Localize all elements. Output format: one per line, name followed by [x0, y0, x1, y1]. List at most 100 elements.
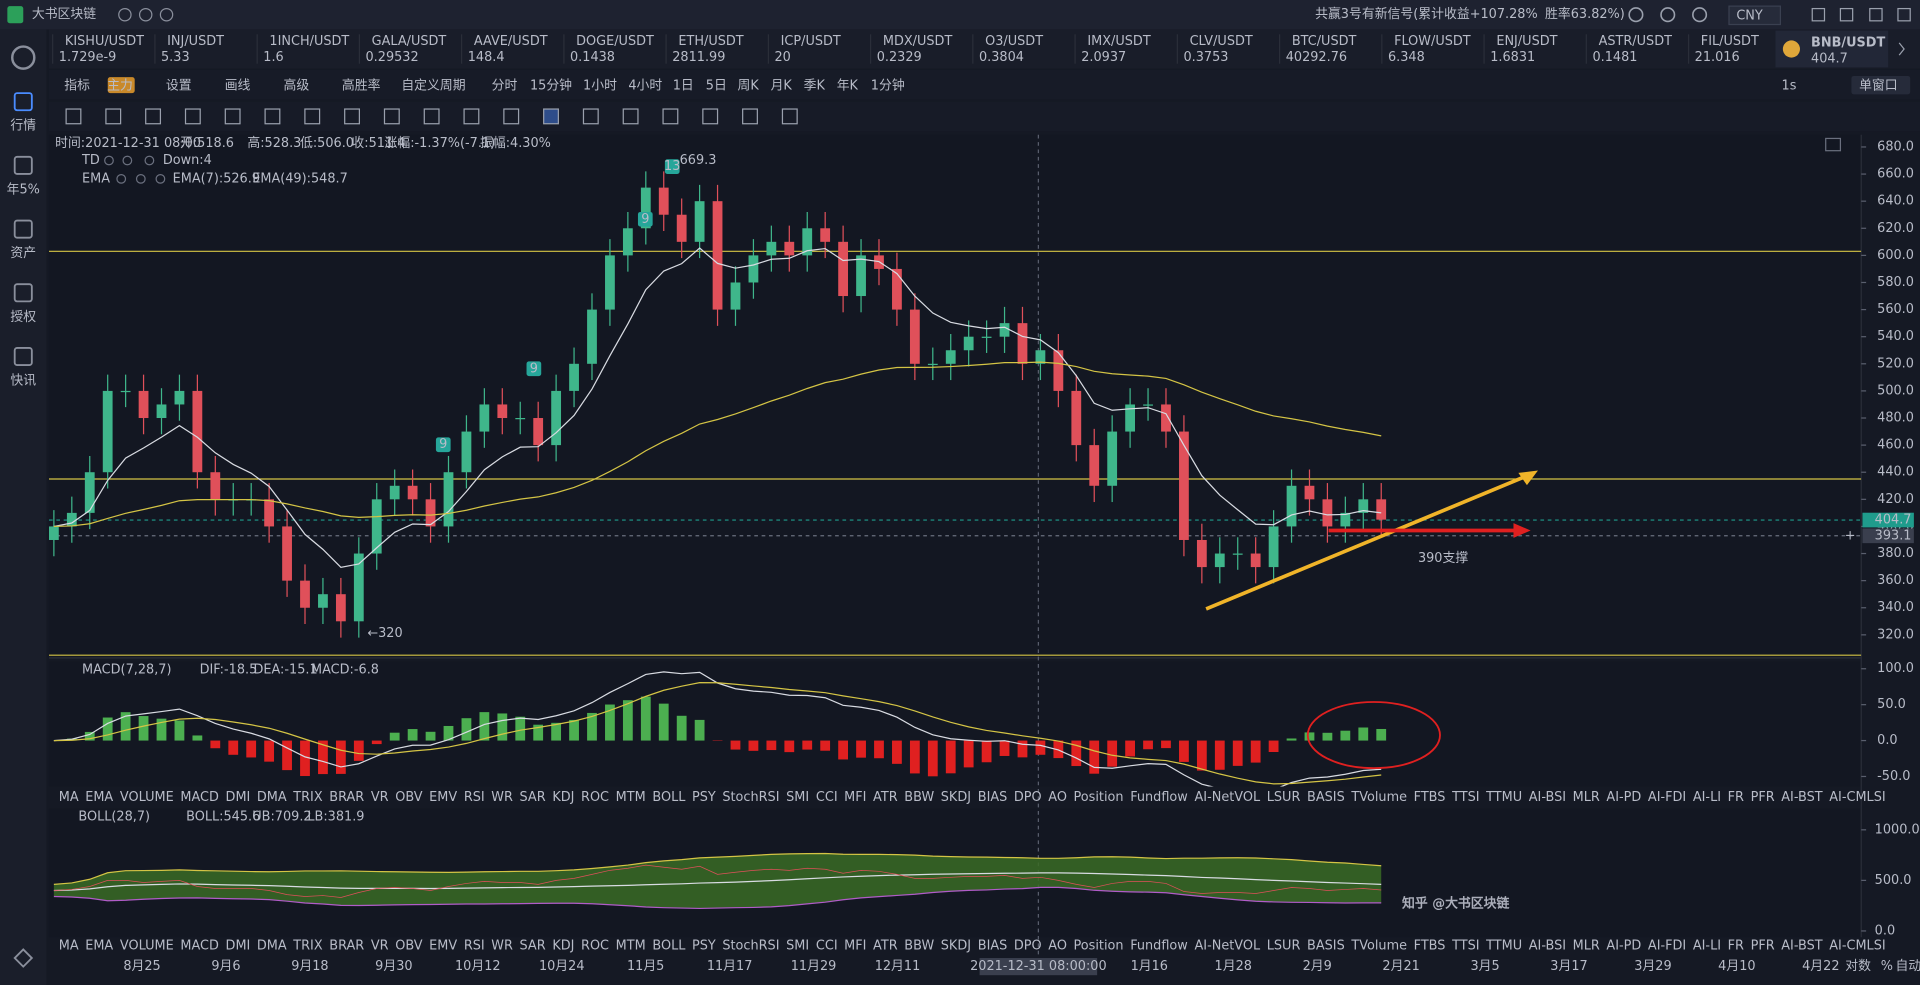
drawing-tool[interactable] — [304, 108, 321, 125]
ticker-symbol[interactable]: ETH/USDT — [678, 34, 743, 49]
indicator-tab[interactable]: MTM — [616, 790, 646, 805]
sidebar-label[interactable]: 年5% — [7, 182, 40, 197]
ticker-price[interactable]: 20 — [774, 50, 790, 65]
indicator-tab[interactable]: MA — [59, 938, 79, 953]
indicator-tab[interactable]: VR — [371, 790, 389, 805]
ticker-symbol[interactable]: ASTR/USDT — [1599, 34, 1673, 49]
indicator-tab[interactable]: WR — [491, 790, 513, 805]
toolbar-item[interactable]: 分时 — [492, 78, 518, 93]
ticker-price[interactable]: 1.6831 — [1490, 50, 1535, 65]
legend-icon[interactable] — [144, 155, 155, 166]
indicator-tab[interactable]: AI-BST — [1781, 790, 1823, 805]
title-icon[interactable] — [1660, 7, 1676, 23]
collapse-arrow[interactable] — [1898, 42, 1905, 56]
ticker-symbol[interactable]: 1INCH/USDT — [269, 34, 349, 49]
drawing-tool[interactable] — [582, 108, 599, 125]
indicator-tab[interactable]: EMA — [85, 790, 113, 805]
indicator-tab[interactable]: ATR — [873, 790, 898, 805]
indicator-tab[interactable]: BRAR — [329, 790, 364, 805]
drawing-tool[interactable] — [463, 108, 480, 125]
indicator-tab[interactable]: LSUR — [1267, 938, 1301, 953]
toolbar-item[interactable]: 年K — [837, 78, 859, 93]
nav-icon[interactable] — [13, 347, 33, 367]
indicator-tab[interactable]: AI-LI — [1693, 790, 1721, 805]
legend-icon[interactable] — [155, 173, 166, 184]
drawing-tool[interactable] — [344, 108, 360, 125]
axis-footer[interactable]: 对数 — [1845, 959, 1871, 974]
sidebar-label[interactable]: 资产 — [10, 246, 36, 261]
indicator-tab[interactable]: CCI — [816, 790, 838, 805]
indicator-tab[interactable]: AI-PD — [1606, 790, 1641, 805]
indicator-tab[interactable]: AI-CMLSI — [1829, 938, 1885, 953]
indicator-tab[interactable]: MLR — [1573, 938, 1600, 953]
toolbar-item[interactable]: 季K — [804, 78, 826, 93]
indicator-tab[interactable]: TRIX — [292, 938, 323, 953]
current-symbol[interactable]: BNB/USDT — [1811, 35, 1885, 50]
indicator-tab[interactable]: PFR — [1751, 938, 1775, 953]
indicator-tab[interactable]: BOLL — [652, 938, 686, 953]
indicator-tab[interactable]: PFR — [1751, 790, 1775, 805]
title-icon[interactable] — [138, 7, 153, 22]
ticker-price[interactable]: 0.1481 — [1592, 50, 1637, 65]
ticker-symbol[interactable]: AAVE/USDT — [474, 34, 548, 49]
ticker-price[interactable]: 2.0937 — [1081, 50, 1126, 65]
indicator-tab[interactable]: CCI — [816, 938, 838, 953]
drawing-tool[interactable] — [503, 108, 520, 125]
indicator-tab[interactable]: FTBS — [1414, 790, 1446, 805]
indicator-tab[interactable]: AI-NetVOL — [1194, 790, 1260, 805]
indicator-tab[interactable]: TVolume — [1350, 938, 1407, 953]
drawing-tool[interactable] — [145, 108, 162, 125]
indicator-tab[interactable]: SAR — [520, 938, 546, 953]
ticker-symbol[interactable]: FIL/USDT — [1701, 34, 1759, 49]
indicator-tab[interactable]: SKDJ — [941, 938, 971, 953]
indicator-tab[interactable]: MFI — [844, 938, 866, 953]
window-button[interactable] — [1811, 7, 1826, 22]
toolbar-item[interactable]: 自定义周期 — [401, 78, 465, 93]
indicator-tab[interactable]: StochRSI — [722, 938, 779, 953]
ticker-price[interactable]: 6.348 — [1388, 50, 1425, 65]
indicator-tab[interactable]: LSUR — [1267, 790, 1301, 805]
currency-select[interactable] — [1728, 5, 1782, 26]
ticker-symbol[interactable]: CLV/USDT — [1190, 34, 1253, 49]
indicator-tab[interactable]: AI-PD — [1606, 938, 1641, 953]
nav-icon[interactable] — [13, 283, 33, 303]
indicator-tab[interactable]: BRAR — [329, 938, 364, 953]
nav-icon[interactable] — [13, 219, 33, 239]
plus-button[interactable]: + — [1845, 528, 1856, 543]
toolbar-item[interactable]: 5日 — [706, 78, 727, 93]
ticker-price[interactable]: 1.6 — [263, 50, 283, 65]
drawing-tool[interactable] — [224, 108, 241, 125]
window-button[interactable] — [1839, 7, 1854, 22]
indicator-tab[interactable]: EMA — [85, 938, 113, 953]
drawing-tool[interactable] — [702, 108, 719, 125]
axis-footer[interactable]: 自动 — [1896, 959, 1920, 974]
indicator-tab[interactable]: MLR — [1573, 790, 1600, 805]
indicator-tab[interactable]: RSI — [464, 790, 485, 805]
indicator-tab[interactable]: Fundflow — [1130, 938, 1188, 953]
toolbar-item[interactable]: 主力 — [107, 78, 133, 93]
ticker-symbol[interactable]: BTC/USDT — [1292, 34, 1357, 49]
indicator-tab[interactable]: VOLUME — [120, 790, 174, 805]
indicator-tab[interactable]: VR — [371, 938, 389, 953]
toolbar-item[interactable]: 1小时 — [583, 78, 617, 93]
nav-icon[interactable] — [13, 92, 33, 112]
toolbar-item[interactable]: 1s — [1782, 78, 1797, 93]
ticker-price[interactable]: 40292.76 — [1286, 50, 1347, 65]
nav-icon[interactable] — [13, 948, 34, 968]
indicator-tab[interactable]: OBV — [395, 938, 423, 953]
indicator-tab[interactable]: StochRSI — [722, 790, 779, 805]
ticker-price[interactable]: 2811.99 — [672, 50, 725, 65]
ticker-symbol[interactable]: INJ/USDT — [167, 34, 224, 49]
ticker-symbol[interactable]: GALA/USDT — [372, 34, 447, 49]
ticker-symbol[interactable]: FLOW/USDT — [1394, 34, 1471, 49]
indicator-tab[interactable]: FTBS — [1414, 938, 1446, 953]
indicator-tab[interactable]: DMA — [257, 790, 287, 805]
nav-icon[interactable] — [13, 155, 33, 175]
indicator-tab[interactable]: MACD — [180, 790, 219, 805]
ticker-symbol[interactable]: IMX/USDT — [1087, 34, 1150, 49]
legend-icon[interactable] — [122, 155, 133, 166]
toolbar-item[interactable]: 4小时 — [628, 78, 662, 93]
drawing-tool[interactable] — [383, 108, 400, 125]
indicator-tab[interactable]: AI-BSI — [1529, 938, 1566, 953]
indicator-tab[interactable]: TTMU — [1485, 790, 1522, 805]
